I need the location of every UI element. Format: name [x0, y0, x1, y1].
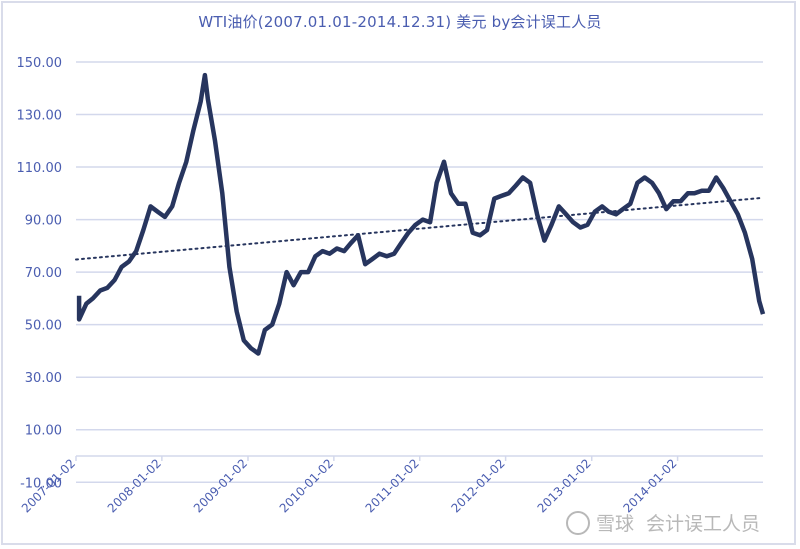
x-tick-label: 2008-01-02 — [105, 456, 164, 515]
x-axis — [75, 455, 763, 461]
x-tick-label: 2009-01-02 — [191, 456, 250, 515]
x-axis-labels: 2007-01-02 2008-01-02 2009-01-02 2010-01-02… — [19, 456, 680, 515]
x-tick-label: 2013-01-02 — [535, 456, 594, 515]
y-axis-labels: 150.00 130.00 110.00 90.00 70.00 50.00 30.00 10… — [17, 56, 63, 491]
x-tick-label: 2011-01-02 — [363, 456, 422, 515]
xueqiu-logo-icon — [566, 511, 590, 535]
x-tick-label: 2010-01-02 — [277, 456, 336, 515]
watermark: 雪球 会计误工人员 — [566, 511, 760, 535]
y-tick-label: 30.00 — [25, 371, 62, 386]
gridlines — [76, 61, 763, 484]
y-tick-label: 130.00 — [17, 108, 63, 123]
watermark-logo-text: 雪球 — [596, 513, 634, 535]
wti-price-line — [76, 72, 766, 356]
y-tick-label: -10.00 — [20, 476, 62, 491]
y-tick-label: 70.00 — [25, 266, 62, 281]
y-tick-label: 50.00 — [25, 319, 62, 334]
trendline — [75, 196, 764, 261]
y-tick-label: 10.00 — [25, 424, 62, 439]
y-tick-label: 90.00 — [25, 214, 62, 229]
y-tick-label: 110.00 — [17, 161, 63, 176]
y-tick-label: 150.00 — [17, 56, 63, 71]
x-tick-label: 2012-01-02 — [449, 456, 508, 515]
watermark-author: 会计误工人员 — [646, 513, 760, 535]
x-tick-label: 2014-01-02 — [620, 456, 679, 515]
chart-title: WTI油价(2007.01.01-2014.12.31) 美元 by会计误工人员 — [198, 13, 602, 31]
